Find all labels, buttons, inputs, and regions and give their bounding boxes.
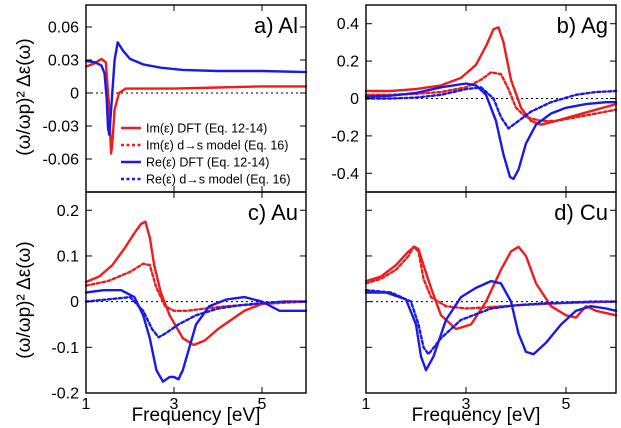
x-tick-label: 5 bbox=[258, 396, 267, 413]
series-line-re-dft bbox=[84, 41, 308, 136]
legend-label: Re(ε) DFT (Eq. 12-14) bbox=[146, 156, 269, 170]
panel-label: a) Al bbox=[254, 13, 298, 38]
panel-au: 1 3 5 -0.2 -0.1 0 0.1 0.2 c) Au bbox=[51, 191, 308, 413]
series-line-im-model bbox=[364, 71, 618, 123]
y-axis-title-bottom: (ω/ωp)² Δε(ω) bbox=[14, 241, 35, 358]
y-tick-label: -0.2 bbox=[331, 128, 359, 145]
series-line-im-dft bbox=[84, 57, 308, 155]
legend-label: Im(ε) d→s model (Eq. 16) bbox=[146, 139, 288, 153]
y-tick-label: 0 bbox=[70, 294, 79, 311]
x-tick-label: 3 bbox=[462, 396, 471, 413]
y-tick-label: 0.2 bbox=[337, 54, 359, 71]
y-tick-label: 0.06 bbox=[48, 20, 79, 37]
panel-label: c) Au bbox=[248, 200, 298, 225]
series-line-re-model bbox=[364, 289, 618, 356]
x-tick-label: 1 bbox=[362, 396, 371, 413]
y-tick-label: 0 bbox=[350, 91, 359, 108]
legend: Im(ε) DFT (Eq. 12-14) Im(ε) d→s model (Eq… bbox=[121, 122, 291, 187]
y-tick-label: -0.06 bbox=[43, 152, 80, 169]
y-tick-label: -0.2 bbox=[51, 386, 79, 403]
legend-label: Re(ε) d→s model (Eq. 16) bbox=[146, 173, 291, 187]
panels: -0.06 -0.03 0 0.03 0.06 a) Al -0.4 -0.2 0 0.2 0.4 b… bbox=[43, 4, 618, 413]
y-tick-label: 0.03 bbox=[48, 53, 79, 70]
y-tick-label: 0.4 bbox=[337, 16, 359, 33]
plot-frame bbox=[365, 191, 617, 394]
x-tick-label: 1 bbox=[82, 396, 91, 413]
panel-ag: -0.4 -0.2 0 0.2 0.4 b) Ag bbox=[331, 4, 618, 193]
legend-label: Im(ε) DFT (Eq. 12-14) bbox=[146, 122, 267, 136]
series-line-im-model bbox=[84, 262, 308, 312]
series-line-re-model bbox=[364, 86, 618, 130]
series-line-re-dft bbox=[364, 82, 618, 181]
x-tick-label: 3 bbox=[170, 396, 179, 413]
panel-label: b) Ag bbox=[557, 13, 608, 38]
y-tick-label: 0 bbox=[70, 86, 79, 103]
panel-cu: 1 3 5 d) Cu bbox=[362, 191, 618, 413]
series-line-re-model bbox=[84, 295, 308, 339]
y-tick-label: -0.03 bbox=[43, 119, 80, 136]
series-line-re-dft bbox=[84, 289, 308, 383]
x-axis-title-right: Frequency [eV] bbox=[412, 405, 541, 426]
y-axis-title-top: (ω/ωp)² Δε(ω) bbox=[14, 38, 35, 155]
y-tick-label: 0.1 bbox=[57, 248, 79, 265]
y-tick-label: 0.2 bbox=[57, 203, 79, 220]
y-tick-label: -0.4 bbox=[331, 166, 359, 183]
series-line-re-dft bbox=[364, 279, 618, 372]
y-tick-label: -0.1 bbox=[51, 340, 79, 357]
x-tick-label: 5 bbox=[562, 396, 571, 413]
series-line-im-dft bbox=[364, 245, 618, 331]
plot-frame bbox=[85, 191, 307, 394]
x-axis-title-left: Frequency [eV] bbox=[132, 405, 261, 426]
panel-al: -0.06 -0.03 0 0.03 0.06 a) Al bbox=[43, 4, 308, 193]
panel-label: d) Cu bbox=[554, 200, 608, 225]
